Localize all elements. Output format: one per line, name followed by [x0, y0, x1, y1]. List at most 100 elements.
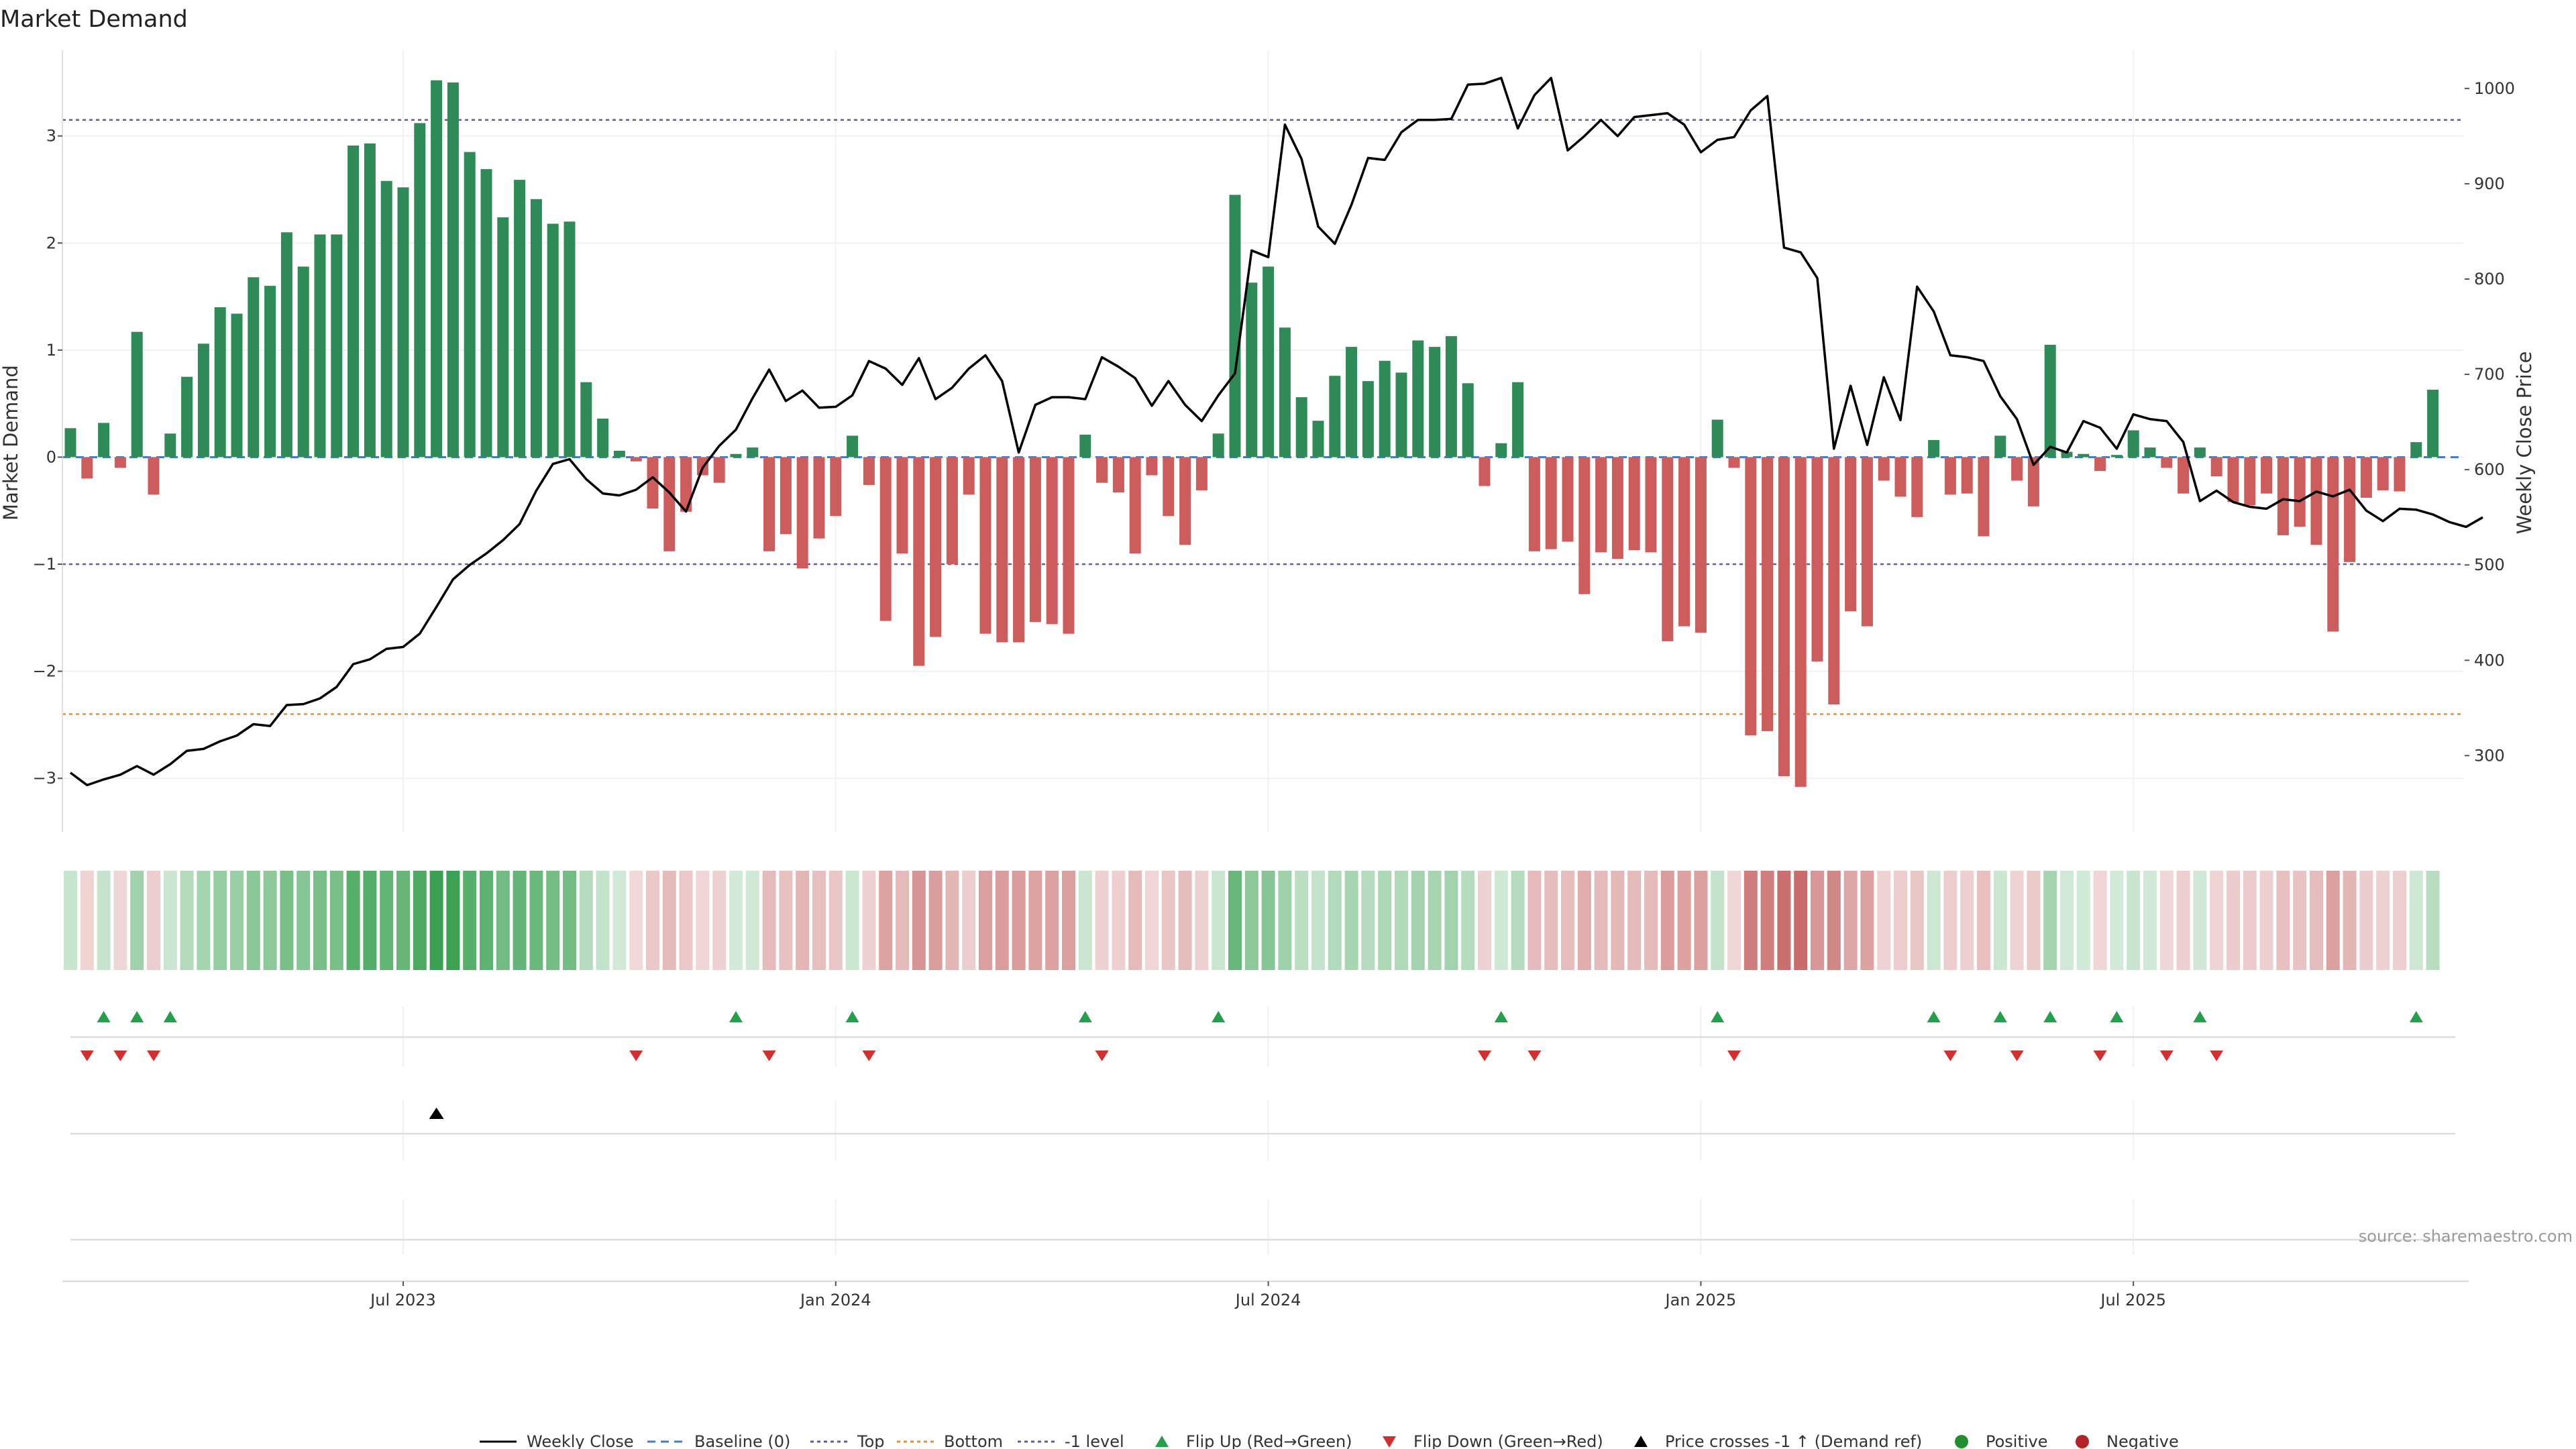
demand-bar	[114, 457, 126, 468]
legend-swatch	[1634, 1436, 1648, 1447]
heat-cell	[1561, 871, 1574, 970]
demand-bar	[1412, 340, 1424, 458]
demand-bar	[1146, 457, 1158, 476]
demand-bar	[1512, 382, 1524, 458]
demand-bar	[1395, 372, 1407, 458]
demand-bar	[580, 382, 592, 458]
flip-up-marker	[2409, 1011, 2423, 1022]
left-y-ticks: −3 −2 −1 0 1 2 3	[33, 127, 62, 788]
heat-cell	[2293, 871, 2307, 970]
demand-bar	[963, 457, 975, 495]
demand-bar	[1445, 336, 1457, 458]
demand-bar	[2210, 457, 2222, 477]
heat-cell	[1145, 871, 1159, 970]
heat-cell	[1811, 871, 1824, 970]
heat-cell	[1977, 871, 1990, 970]
heat-cell	[896, 871, 909, 970]
heat-cell	[712, 871, 727, 970]
flip-down-marker	[1527, 1051, 1542, 1061]
demand-bar	[231, 313, 243, 458]
legend-label: Price crosses -1 ↑ (Demand ref)	[1665, 1432, 1922, 1449]
flip-down-marker	[80, 1051, 94, 1061]
demand-bar	[1079, 434, 1091, 458]
flip-down-marker	[113, 1051, 127, 1061]
demand-bar	[1994, 435, 2006, 458]
flip-down-marker	[2010, 1051, 2024, 1061]
demand-bar	[1562, 457, 1574, 542]
flip-down-marker	[1727, 1051, 1741, 1061]
heat-cell	[329, 871, 343, 970]
heat-cell	[828, 871, 843, 970]
demand-bar	[181, 376, 193, 458]
demand-bar	[1728, 457, 1740, 468]
heat-cell	[612, 871, 627, 970]
heat-cell	[2210, 871, 2224, 970]
demand-bar	[380, 180, 392, 458]
demand-bar	[1745, 457, 1757, 736]
x-tick-label: Jul 2025	[2099, 1291, 2166, 1309]
legend-swatch	[1155, 1436, 1169, 1447]
demand-bar	[1362, 381, 1374, 458]
demand-bar	[2061, 451, 2073, 458]
x-tick-label: Jan 2025	[1664, 1291, 1737, 1309]
y2-tick-label: 700	[2474, 365, 2505, 384]
heat-cell	[762, 871, 776, 970]
demand-bar	[331, 234, 343, 458]
demand-bar	[1246, 282, 1258, 458]
demand-bar	[214, 307, 226, 458]
heat-cell	[280, 871, 294, 970]
heat-cell	[1611, 871, 1625, 970]
heat-cell	[579, 871, 593, 970]
demand-bar	[1711, 419, 1723, 458]
heat-cell	[380, 871, 394, 970]
heat-cell	[862, 871, 876, 970]
legend-label: -1 level	[1065, 1432, 1124, 1449]
flip-down-marker	[147, 1051, 160, 1061]
demand-bar	[1312, 421, 1324, 458]
demand-bar	[497, 217, 509, 458]
demand-bar	[946, 457, 958, 564]
heat-cell	[1361, 871, 1375, 970]
heat-cell	[2359, 871, 2373, 970]
y2-axis-label: Weekly Close Price	[2513, 352, 2536, 535]
demand-bar	[1978, 457, 1990, 537]
demand-bar	[1545, 457, 1557, 549]
heat-cell	[1677, 871, 1691, 970]
heat-cell	[463, 871, 477, 970]
heat-cell	[230, 871, 244, 970]
heat-cell	[563, 871, 576, 970]
flip-up-marker	[1927, 1011, 1941, 1022]
demand-bar	[1263, 266, 1275, 458]
demand-bar	[2127, 430, 2139, 458]
demand-bar	[1295, 397, 1307, 458]
y2-tick-label: 900	[2474, 174, 2505, 193]
heat-cell	[2143, 871, 2157, 970]
heat-cell	[879, 871, 893, 970]
heat-cell	[912, 871, 926, 970]
demand-bar	[1229, 195, 1241, 458]
heat-cell	[2259, 871, 2273, 970]
demand-bar	[1695, 457, 1707, 633]
demand-bar	[2011, 457, 2023, 481]
demand-bar	[1911, 457, 1923, 517]
price-cross-marker	[429, 1108, 444, 1119]
heat-cell	[363, 871, 377, 970]
heat-cell	[297, 871, 311, 970]
heat-cell	[313, 871, 327, 970]
flip-up-marker	[130, 1011, 144, 1022]
demand-bar	[796, 457, 808, 569]
chart-title: Market Demand	[0, 6, 188, 33]
flip-up-marker	[1494, 1011, 1508, 1022]
sign-dot-panel	[70, 1199, 2455, 1254]
heat-cell	[2110, 871, 2124, 970]
heat-cell	[413, 871, 427, 970]
y2-tick-label: 1000	[2474, 79, 2515, 98]
heat-cell	[1511, 871, 1525, 970]
flip-up-marker	[2110, 1011, 2124, 1022]
chart-legend: Weekly Close Baseline (0) Top Bottom -1 leve…	[480, 1432, 2179, 1449]
demand-bar	[2244, 457, 2256, 506]
y2-tick-label: 500	[2474, 555, 2505, 574]
demand-bar	[81, 457, 93, 479]
y2-tick-label: 400	[2474, 651, 2505, 669]
demand-bar	[1778, 457, 1790, 776]
